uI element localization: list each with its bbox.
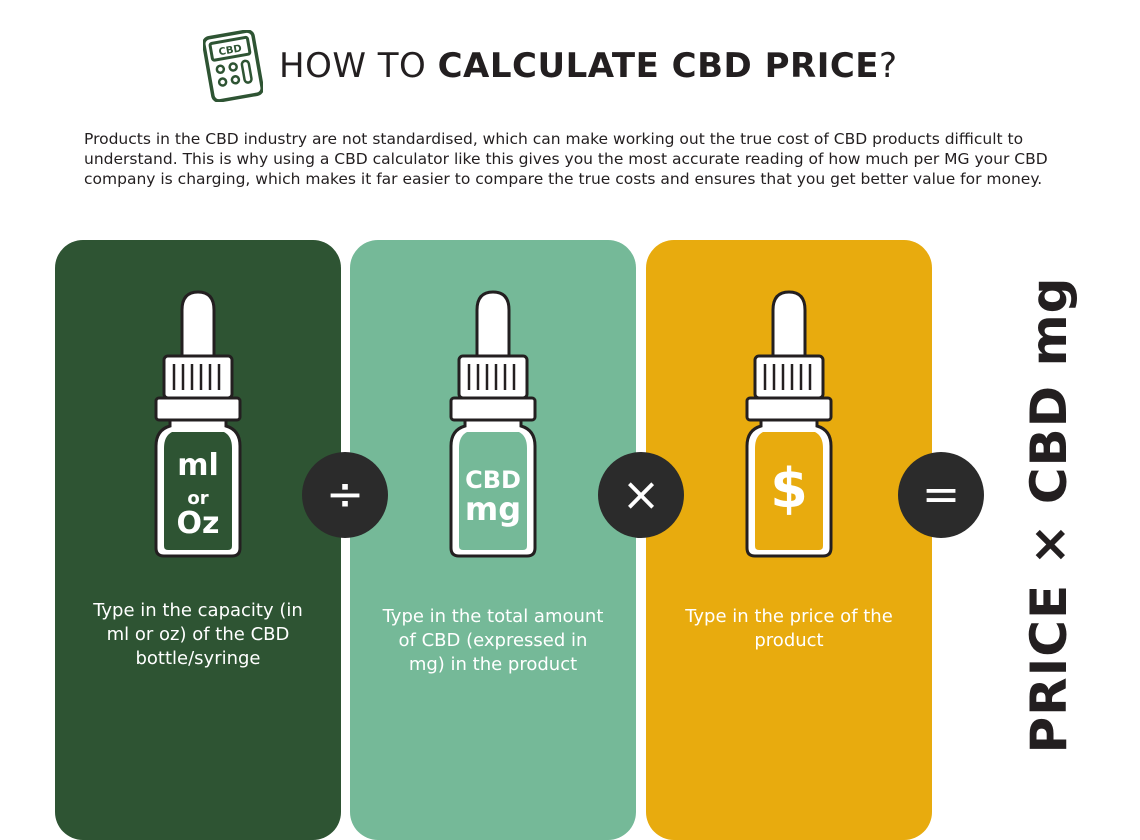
bottle-label-cbd: CBD	[465, 466, 521, 494]
panel-price: $ Type in the price of the product	[646, 240, 932, 840]
bottle-label-ml: ml	[177, 448, 219, 483]
panel-description: Type in the capacity (in ml or oz) of th…	[93, 600, 303, 669]
page-title: HOW TO CALCULATE CBD PRICE?	[279, 46, 898, 86]
bottle-label-dollar: $	[770, 457, 808, 520]
panel-description: Type in the price of the product	[685, 606, 893, 651]
dropper-bottle-icon	[154, 290, 242, 558]
divide-operator: ÷	[302, 452, 388, 538]
panel-cbd-amount: CBD mg Type in the total amount of CBD (…	[350, 240, 636, 840]
title-part-1: HOW TO	[279, 46, 438, 86]
bottle-label-mg: mg	[464, 490, 522, 528]
multiply-operator: ×	[598, 452, 684, 538]
bottle-label-oz: Oz	[176, 506, 220, 541]
panel-capacity: ml or Oz Type in the capacity (in ml or …	[55, 240, 341, 840]
calculator-icon: CBD	[203, 30, 263, 102]
dropper-bottle-icon	[745, 290, 833, 558]
title-part-2: CALCULATE CBD PRICE	[437, 46, 880, 86]
title-part-3: ?	[879, 46, 898, 86]
result-formula: PRICE × CBD mg	[1020, 276, 1078, 754]
equals-operator: =	[898, 452, 984, 538]
bottle-label-or: or	[187, 488, 209, 509]
panel-description: Type in the total amount of CBD (express…	[382, 606, 604, 675]
intro-paragraph: Products in the CBD industry are not sta…	[84, 130, 1048, 188]
header: CBD HOW TO CALCULATE CBD PRICE?	[203, 30, 898, 102]
dropper-bottle-icon	[449, 290, 537, 558]
calculator-icon-label: CBD	[218, 43, 243, 58]
